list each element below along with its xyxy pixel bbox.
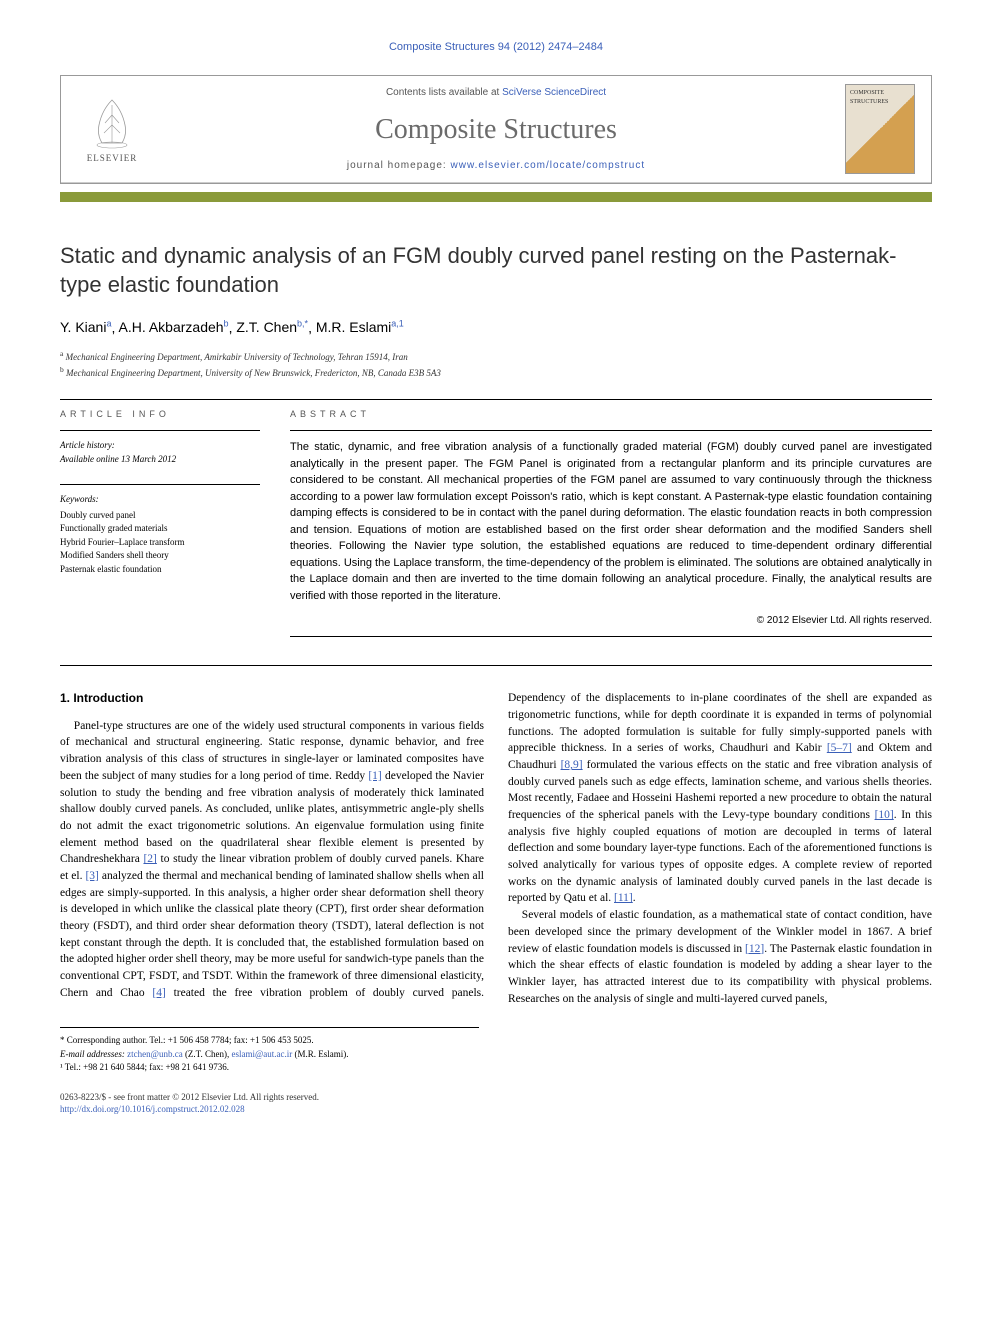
doi-line: http://dx.doi.org/10.1016/j.compstruct.2… <box>60 1103 319 1116</box>
journal-homepage-line: journal homepage: www.elsevier.com/locat… <box>147 159 845 173</box>
cover-label: COMPOSITE STRUCTURES <box>850 89 910 106</box>
ref-1[interactable]: [1] <box>368 770 381 782</box>
article-title: Static and dynamic analysis of an FGM do… <box>60 242 932 299</box>
divider-body <box>60 665 932 666</box>
abstract-label: ABSTRACT <box>290 408 932 421</box>
affiliation-a: a Mechanical Engineering Department, Ami… <box>60 348 932 365</box>
keyword-2: Functionally graded materials <box>60 523 167 533</box>
ref-8-9[interactable]: [8,9] <box>561 759 583 771</box>
citation-header: Composite Structures 94 (2012) 2474–2484 <box>60 40 932 55</box>
ref-11[interactable]: [11] <box>614 892 633 904</box>
contents-available-line: Contents lists available at SciVerse Sci… <box>147 86 845 100</box>
ref-5-7[interactable]: [5–7] <box>827 742 852 754</box>
contents-prefix: Contents lists available at <box>386 87 502 98</box>
divider-abstract <box>290 430 932 431</box>
author-list: Y. Kiania, A.H. Akbarzadehb, Z.T. Chenb,… <box>60 318 932 338</box>
email-line: E-mail addresses: ztchen@unb.ca (Z.T. Ch… <box>60 1048 479 1062</box>
divider-keywords <box>60 484 260 485</box>
affiliation-b: b Mechanical Engineering Department, Uni… <box>60 364 932 381</box>
publisher-name: ELSEVIER <box>87 152 138 165</box>
abstract-text: The static, dynamic, and free vibration … <box>290 439 932 604</box>
elsevier-logo: ELSEVIER <box>77 89 147 169</box>
abstract-copyright: © 2012 Elsevier Ltd. All rights reserved… <box>290 614 932 628</box>
author-2: A.H. Akbarzadehb <box>118 319 228 335</box>
history-label: Article history: <box>60 440 115 450</box>
journal-cover-thumbnail: COMPOSITE STRUCTURES <box>845 84 915 174</box>
keywords-block: Keywords: Doubly curved panel Functional… <box>60 493 260 576</box>
journal-header-box: ELSEVIER Contents lists available at Sci… <box>60 75 932 184</box>
keywords-label: Keywords: <box>60 493 260 507</box>
history-text: Available online 13 March 2012 <box>60 454 176 464</box>
intro-heading: 1. Introduction <box>60 690 484 707</box>
ref-4[interactable]: [4] <box>152 987 165 999</box>
footnote-1: ¹ Tel.: +98 21 640 5844; fax: +98 21 641… <box>60 1061 479 1075</box>
journal-homepage-link[interactable]: www.elsevier.com/locate/compstruct <box>451 160 646 171</box>
article-info-label: ARTICLE INFO <box>60 408 260 421</box>
divider-info <box>60 430 260 431</box>
email-2-link[interactable]: eslami@aut.ac.ir <box>232 1049 293 1059</box>
affiliations: a Mechanical Engineering Department, Ami… <box>60 348 932 381</box>
author-1: Y. Kiania <box>60 319 111 335</box>
sciencedirect-link[interactable]: SciVerse ScienceDirect <box>502 87 606 98</box>
email-1-link[interactable]: ztchen@unb.ca <box>127 1049 183 1059</box>
keyword-4: Modified Sanders shell theory <box>60 550 169 560</box>
keyword-5: Pasternak elastic foundation <box>60 564 161 574</box>
footnotes: * Corresponding author. Tel.: +1 506 458… <box>60 1027 479 1075</box>
accent-bar <box>60 192 932 202</box>
intro-para-2: Several models of elastic foundation, as… <box>508 907 932 1007</box>
page-footer: 0263-8223/$ - see front matter © 2012 El… <box>60 1091 932 1116</box>
corresponding-author-note: * Corresponding author. Tel.: +1 506 458… <box>60 1034 479 1048</box>
ref-3[interactable]: [3] <box>85 870 98 882</box>
issn-line: 0263-8223/$ - see front matter © 2012 El… <box>60 1091 319 1104</box>
ref-12[interactable]: [12] <box>745 943 764 955</box>
email-label: E-mail addresses: <box>60 1049 127 1059</box>
ref-10[interactable]: [10] <box>875 809 894 821</box>
author-3: Z.T. Chenb,* <box>236 319 308 335</box>
journal-title: Composite Structures <box>147 110 845 149</box>
ref-2[interactable]: [2] <box>143 853 156 865</box>
elsevier-tree-icon <box>87 95 137 150</box>
article-history: Article history: Available online 13 Mar… <box>60 439 260 466</box>
author-4-aff[interactable]: a,1 <box>391 319 404 329</box>
author-2-aff[interactable]: b <box>224 319 229 329</box>
keyword-3: Hybrid Fourier–Laplace transform <box>60 537 184 547</box>
author-3-aff[interactable]: b,* <box>297 319 308 329</box>
keyword-1: Doubly curved panel <box>60 510 135 520</box>
body-columns: 1. Introduction Panel-type structures ar… <box>60 690 932 1007</box>
divider-top <box>60 399 932 400</box>
homepage-prefix: journal homepage: <box>347 160 451 171</box>
author-1-aff[interactable]: a <box>106 319 111 329</box>
divider-abstract-bottom <box>290 636 932 637</box>
author-4: M.R. Eslamia,1 <box>316 319 404 335</box>
doi-link[interactable]: http://dx.doi.org/10.1016/j.compstruct.2… <box>60 1104 245 1114</box>
